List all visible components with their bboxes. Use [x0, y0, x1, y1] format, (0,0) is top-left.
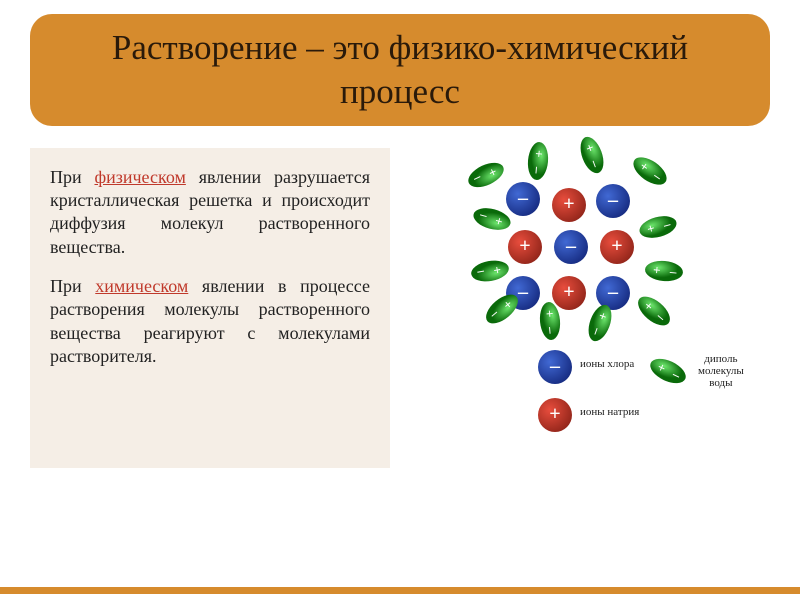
sodium-ion: + [552, 188, 586, 222]
sodium-ion: + [508, 230, 542, 264]
water-dipole: +– [583, 300, 617, 345]
water-dipole: +– [643, 258, 685, 283]
physical-link[interactable]: физическом [94, 167, 185, 187]
para1-pre: При [50, 167, 94, 187]
water-dipole: +– [537, 300, 562, 342]
water-dipole: +– [575, 132, 609, 177]
sodium-ion: + [600, 230, 634, 264]
water-dipole: +– [463, 156, 509, 193]
chlorine-ion: – [554, 230, 588, 264]
ion-diagram: ионы хлора ионы натрия диполь молекулы в… [410, 148, 770, 468]
water-dipole: +– [468, 256, 511, 285]
legend-chlorine: ионы хлора [580, 358, 634, 370]
page-title: Растворение – это физико-химический проц… [50, 26, 750, 114]
content-row: При физическом явлении разрушается крист… [0, 148, 800, 468]
legend-sodium: ионы натрия [580, 406, 639, 418]
sodium-ion: + [538, 398, 572, 432]
para2-pre: При [50, 276, 95, 296]
legend-dipole-l3: воды [709, 377, 732, 389]
legend-dipole-l1: диполь [704, 353, 737, 365]
svg-text:+: + [542, 309, 558, 318]
chlorine-ion: – [596, 184, 630, 218]
explanation-box: При физическом явлении разрушается крист… [30, 148, 390, 468]
chlorine-ion: – [538, 350, 572, 384]
svg-text:+: + [531, 149, 547, 158]
water-dipole: +– [525, 140, 550, 182]
water-dipole: +– [632, 289, 677, 332]
water-dipole: +– [636, 211, 680, 243]
title-banner: Растворение – это физико-химический проц… [30, 14, 770, 126]
water-dipole: +– [627, 150, 672, 191]
legend-dipole-l2: молекулы [698, 365, 744, 377]
water-dipole: +– [645, 352, 691, 389]
legend-dipole: диполь молекулы воды [698, 353, 744, 389]
paragraph-chemical: При химическом явлении в процессе раство… [50, 275, 370, 369]
chemical-link[interactable]: химическом [95, 276, 188, 296]
svg-text:+: + [652, 262, 661, 278]
chlorine-ion: – [506, 182, 540, 216]
footer-bar [0, 587, 800, 594]
paragraph-physical: При физическом явлении разрушается крист… [50, 166, 370, 260]
